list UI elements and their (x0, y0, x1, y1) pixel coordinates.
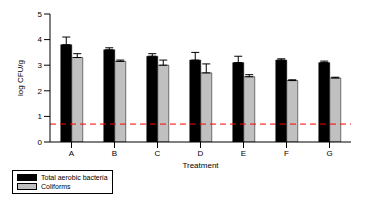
svg-text:5: 5 (38, 10, 43, 19)
svg-text:B: B (112, 149, 117, 158)
svg-text:4: 4 (38, 35, 43, 44)
svg-text:F: F (284, 149, 289, 158)
svg-text:D: D (198, 149, 204, 158)
svg-text:C: C (155, 149, 161, 158)
svg-text:1: 1 (38, 112, 43, 121)
svg-text:A: A (69, 149, 75, 158)
svg-text:2: 2 (38, 87, 43, 96)
svg-text:log CFU/g: log CFU/g (16, 60, 25, 96)
svg-text:E: E (241, 149, 246, 158)
html-text:Coliforms: Coliforms (41, 183, 71, 190)
svg-text:G: G (326, 149, 332, 158)
svg-text:3: 3 (38, 61, 43, 70)
svg-text:Treatment: Treatment (182, 161, 219, 170)
html-text:Total aerobic bacteria: Total aerobic bacteria (41, 174, 108, 181)
svg-text:0: 0 (38, 138, 43, 147)
